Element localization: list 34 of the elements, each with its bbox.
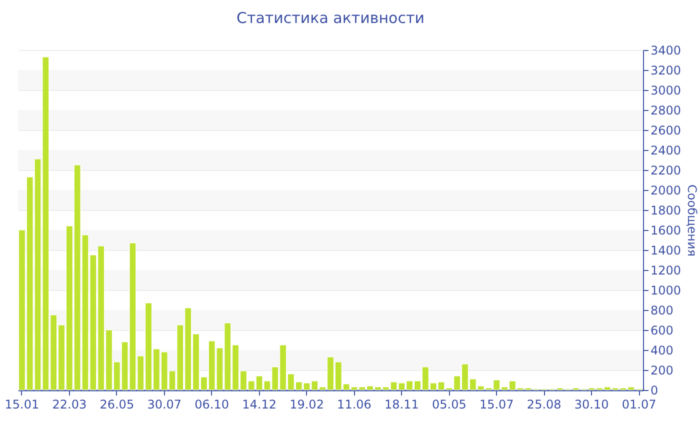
y-axis-title: Сообщения: [685, 184, 700, 257]
chart-title: Статистика активности: [236, 9, 424, 27]
y-tick-label: 2400: [650, 144, 682, 158]
x-tick-label: 15.07: [479, 398, 514, 412]
x-tick-label: 15.01: [4, 398, 40, 412]
y-tick-label: 3200: [650, 64, 682, 78]
y-tick-label: 400: [650, 344, 674, 358]
x-tick-label: 06.10: [194, 398, 230, 412]
x-tick-label: 18.11: [384, 398, 419, 412]
y-tick-label: 2800: [650, 104, 682, 118]
y-tick-label: 1000: [650, 284, 682, 298]
x-tick-label: 19.02: [290, 398, 324, 412]
y-tick-label: 1800: [650, 204, 682, 218]
y-tick-label: 3400: [650, 44, 682, 58]
x-tick-label: 11.06: [337, 398, 372, 412]
y-tick-label: 2600: [650, 124, 682, 138]
x-tick-label: 30.07: [147, 398, 182, 412]
y-tick-label: 0: [650, 384, 658, 398]
y-tick-label: 2000: [650, 184, 682, 198]
y-tick-label: 800: [650, 304, 674, 318]
x-tick-label: 01.07: [622, 398, 656, 412]
x-tick-label: 25.08: [526, 398, 562, 412]
x-tick-label: 30.10: [574, 398, 609, 412]
y-tick-label: 3000: [650, 84, 682, 98]
y-tick-label: 600: [650, 324, 674, 338]
y-tick-label: 2200: [650, 164, 682, 178]
y-tick-label: 1400: [650, 244, 682, 258]
x-tick-label: 26.05: [100, 398, 134, 412]
x-tick-label: 22.03: [52, 398, 87, 412]
y-tick-label: 1200: [650, 264, 682, 278]
x-tick-label: 05.05: [432, 398, 466, 412]
y-tick-label: 1600: [650, 224, 682, 238]
y-tick-label: 200: [650, 364, 674, 378]
x-tick-label: 14.12: [242, 398, 276, 412]
